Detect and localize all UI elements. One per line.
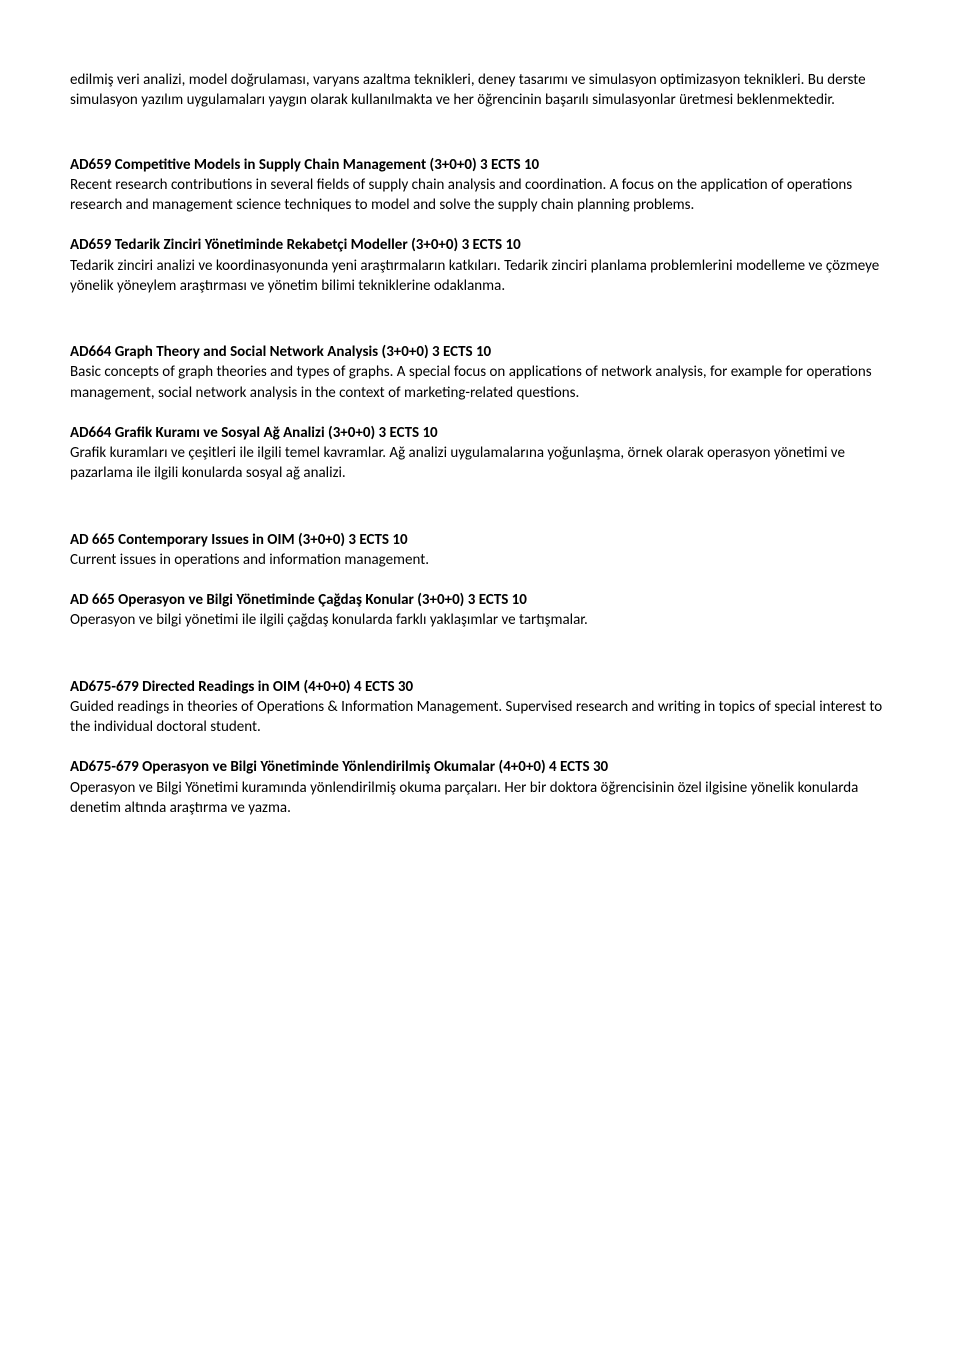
course-title: AD664 Graph Theory and Social Network An… [70, 343, 491, 361]
course-block: AD675-679 Operasyon ve Bilgi Yönetiminde… [70, 757, 890, 818]
course-title: AD 665 Operasyon ve Bilgi Yönetiminde Ça… [70, 591, 527, 609]
course-description: Tedarik zinciri analizi ve koordinasyonu… [70, 257, 879, 295]
course-block: AD659 Competitive Models in Supply Chain… [70, 155, 890, 216]
course-description: Operasyon ve bilgi yönetimi ile ilgili ç… [70, 611, 588, 629]
course-block: AD664 Graph Theory and Social Network An… [70, 342, 890, 403]
course-block: AD 665 Contemporary Issues in OIM (3+0+0… [70, 530, 890, 571]
course-block: AD659 Tedarik Zinciri Yönetiminde Rekabe… [70, 235, 890, 296]
course-description: Current issues in operations and informa… [70, 551, 429, 569]
course-block: AD664 Grafik Kuramı ve Sosyal Ağ Analizi… [70, 423, 890, 484]
course-title: AD 665 Contemporary Issues in OIM (3+0+0… [70, 531, 408, 549]
course-block: AD 665 Operasyon ve Bilgi Yönetiminde Ça… [70, 590, 890, 631]
course-title: AD675-679 Directed Readings in OIM (4+0+… [70, 678, 413, 696]
course-description: Basic concepts of graph theories and typ… [70, 363, 872, 401]
course-title: AD664 Grafik Kuramı ve Sosyal Ağ Analizi… [70, 424, 438, 442]
course-title: AD659 Competitive Models in Supply Chain… [70, 156, 539, 174]
course-description: Grafik kuramları ve çeşitleri ile ilgili… [70, 444, 845, 482]
course-description: Guided readings in theories of Operation… [70, 698, 882, 736]
course-title: AD659 Tedarik Zinciri Yönetiminde Rekabe… [70, 236, 521, 254]
course-block: AD675-679 Directed Readings in OIM (4+0+… [70, 677, 890, 738]
intro-paragraph: edilmiş veri analizi, model doğrulaması,… [70, 70, 890, 111]
course-title: AD675-679 Operasyon ve Bilgi Yönetiminde… [70, 758, 608, 776]
course-description: Recent research contributions in several… [70, 176, 852, 214]
course-description: Operasyon ve Bilgi Yönetimi kuramında yö… [70, 779, 858, 817]
